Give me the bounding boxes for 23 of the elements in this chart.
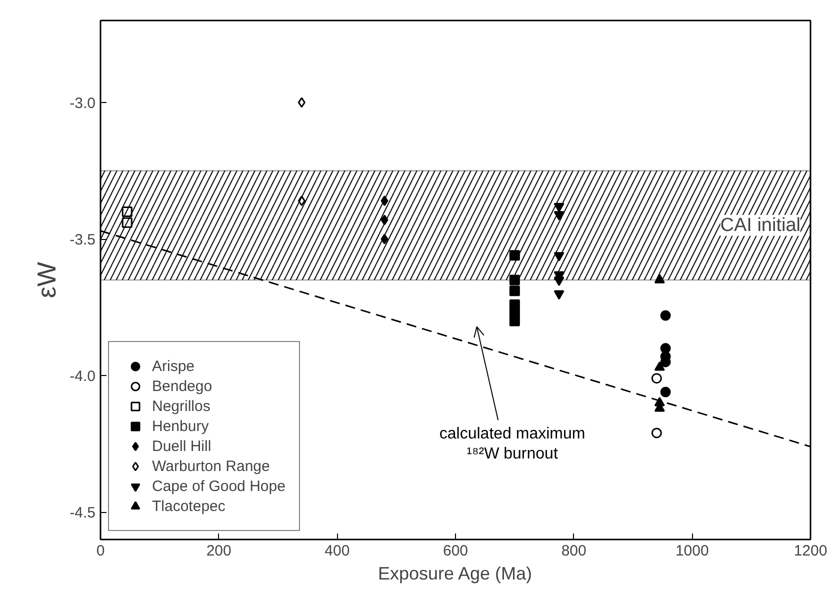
legend-label: Tlacotepec <box>152 496 226 516</box>
x-tick-label: 800 <box>561 542 586 560</box>
legend-label: Cape of Good Hope <box>152 476 286 496</box>
y-tick-label: -3.0 <box>70 94 96 112</box>
legend-label: Henbury <box>152 416 209 436</box>
y-tick-label: -3.5 <box>70 232 96 249</box>
band-label: CAI initial <box>720 214 800 236</box>
x-tick-label: 200 <box>206 542 232 560</box>
legend-label: Arispe <box>152 356 195 376</box>
legend-label: Duell Hill <box>152 436 212 456</box>
x-tick-label: 1000 <box>675 542 709 560</box>
x-tick-label: 1200 <box>794 542 828 560</box>
x-tick-label: 600 <box>442 542 468 560</box>
legend-label: Negrillos <box>152 396 210 416</box>
annotation: calculated maximum ¹⁸²W burnout <box>439 425 586 463</box>
x-tick-label: 400 <box>324 542 350 560</box>
y-tick-label: -4.0 <box>70 368 96 386</box>
legend-label: Bendego <box>152 376 212 396</box>
legend-label: Warburton Range <box>152 456 270 476</box>
x-axis-title: Exposure Age (Ma) <box>378 564 532 584</box>
y-tick-label: -4.5 <box>70 504 96 522</box>
y-axis-title: εW <box>32 261 62 298</box>
x-tick-label: 0 <box>96 542 105 560</box>
